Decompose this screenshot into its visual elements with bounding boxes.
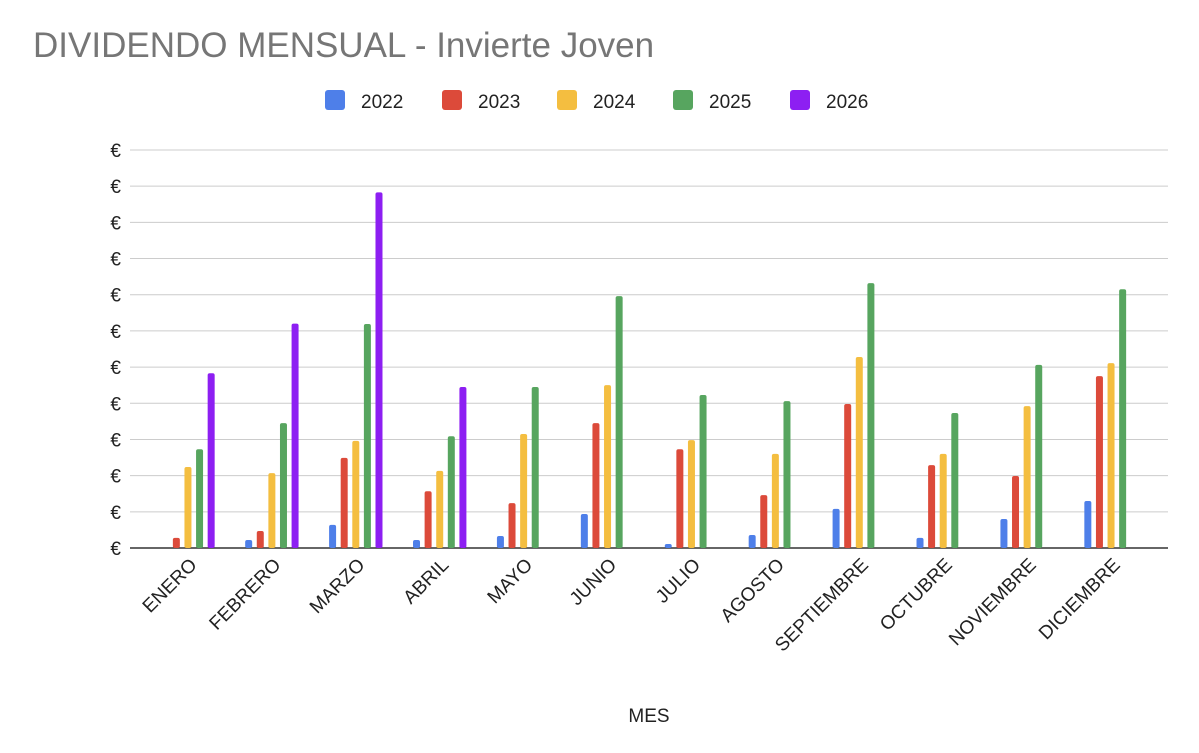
y-tick-label: €: [110, 358, 121, 379]
bar: [1107, 363, 1115, 548]
bar: [447, 436, 455, 548]
x-tick-label: NOVIEMBRE: [945, 555, 1040, 650]
y-tick-label: €: [110, 141, 121, 162]
bar: [699, 394, 707, 548]
bar: [615, 296, 623, 548]
bar: [436, 470, 444, 548]
bar: [268, 473, 276, 548]
y-tick-label: €: [110, 177, 121, 198]
bar: [1023, 406, 1031, 548]
bar: [279, 423, 287, 548]
bar: [832, 508, 840, 548]
x-tick-label: AGOSTO: [717, 555, 789, 627]
legend-label: 2025: [709, 92, 751, 113]
bar: [676, 449, 684, 548]
bar: [352, 440, 360, 548]
bar: [1084, 500, 1092, 548]
x-tick-label: OCTUBRE: [876, 555, 957, 636]
x-tick-label: FEBRERO: [206, 555, 286, 635]
bar: [844, 403, 852, 548]
legend-label: 2026: [826, 92, 868, 113]
x-tick-label: JULIO: [652, 555, 705, 608]
y-tick-label: €: [110, 322, 121, 343]
bar: [939, 453, 947, 548]
bar: [1035, 364, 1043, 548]
legend-label: 2023: [478, 92, 520, 113]
bar: [329, 524, 337, 548]
x-tick-label: MARZO: [306, 555, 369, 618]
bar: [172, 537, 180, 548]
bar: [291, 323, 299, 548]
bar: [855, 356, 863, 548]
x-tick-label: JUNIO: [566, 555, 621, 610]
legend-label: 2022: [361, 92, 403, 113]
bar: [496, 536, 504, 548]
x-tick-label: ENERO: [139, 555, 202, 618]
bar: [580, 513, 588, 548]
y-tick-label: €: [110, 250, 121, 271]
x-tick-label: MAYO: [484, 555, 537, 608]
bar: [604, 385, 612, 548]
bar: [916, 537, 924, 548]
y-tick-label: €: [110, 394, 121, 415]
legend-label: 2024: [593, 92, 636, 113]
legend-swatch: [325, 90, 345, 110]
bar: [207, 373, 215, 548]
bar: [592, 423, 600, 548]
bar: [771, 453, 779, 548]
bar: [424, 491, 432, 548]
bar: [867, 283, 875, 548]
chart-title: DIVIDENDO MENSUAL - Invierte Joven: [33, 26, 654, 65]
y-tick-label: €: [110, 286, 121, 307]
legend-swatch: [673, 90, 693, 110]
bar: [196, 449, 204, 548]
bar: [340, 457, 348, 548]
bar: [951, 413, 959, 548]
bar: [184, 466, 192, 548]
bar: [245, 540, 253, 548]
bar: [520, 434, 528, 548]
bar: [459, 386, 467, 548]
legend-swatch: [557, 90, 577, 110]
bar: [1119, 289, 1127, 548]
bar: [1095, 376, 1103, 548]
bar: [256, 530, 264, 548]
x-axis-label: MES: [628, 706, 669, 727]
legend-swatch: [442, 90, 462, 110]
bar: [783, 401, 791, 548]
bar: [760, 495, 768, 548]
bar: [508, 503, 516, 548]
bar: [375, 192, 383, 548]
bar: [1012, 475, 1020, 548]
y-tick-label: €: [110, 539, 121, 560]
bar: [1000, 519, 1008, 548]
y-tick-label: €: [110, 503, 121, 524]
legend-swatch: [790, 90, 810, 110]
bar: [748, 534, 756, 548]
bar: [363, 324, 371, 548]
y-tick-label: €: [110, 430, 121, 451]
bar: [687, 440, 695, 548]
bar: [531, 386, 539, 548]
bar: [664, 544, 672, 548]
y-tick-label: €: [110, 467, 121, 488]
x-tick-label: DICIEMBRE: [1035, 555, 1125, 645]
bar: [413, 540, 421, 548]
y-tick-label: €: [110, 213, 121, 234]
bar: [928, 465, 936, 548]
x-tick-label: ABRIL: [400, 555, 454, 609]
